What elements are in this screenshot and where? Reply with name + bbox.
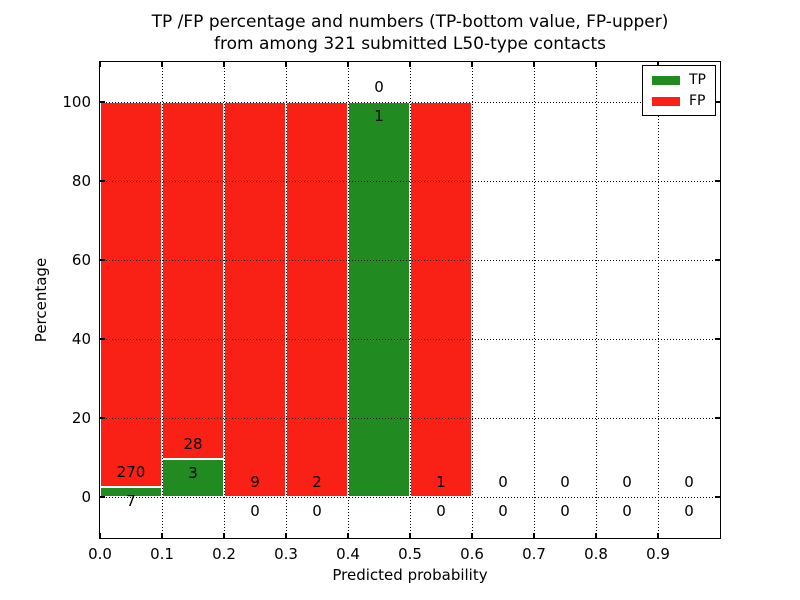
chart-title: TP /FP percentage and numbers (TP-bottom… — [152, 11, 669, 55]
legend: TP FP — [642, 65, 716, 116]
fp-count-label: 270 — [116, 463, 146, 482]
x-tick-mark — [99, 62, 101, 67]
tp-legend-swatch — [652, 75, 680, 85]
fp-legend-label: FP — [689, 93, 706, 109]
x-gridline — [285, 62, 287, 538]
x-gridline — [471, 62, 473, 538]
fp-legend-swatch — [652, 96, 680, 106]
y-tick-label: 80 — [71, 172, 91, 191]
x-tick-mark — [657, 62, 659, 67]
x-tick-mark — [533, 533, 535, 538]
x-tick-label: 0.1 — [150, 545, 174, 563]
x-tick-label: 0.6 — [460, 545, 484, 563]
fp-bar-segment — [224, 102, 286, 498]
y-tick-label: 60 — [71, 251, 91, 270]
x-tick-label: 0.3 — [274, 545, 298, 563]
fp-bar-segment — [162, 102, 224, 459]
x-tick-mark — [471, 62, 473, 67]
tp-bar-segment — [162, 458, 224, 498]
x-tick-mark — [223, 533, 225, 538]
chart-title-line1: TP /FP percentage and numbers (TP-bottom… — [151, 12, 669, 32]
fp-count-label: 2 — [312, 473, 322, 492]
tp-count-label: 3 — [188, 463, 198, 482]
y-tick-mark — [100, 417, 105, 419]
fp-count-label: 28 — [183, 434, 203, 453]
tp-legend-label: TP — [689, 72, 706, 88]
x-tick-label: 0.4 — [336, 545, 360, 563]
y-tick-label: 40 — [71, 330, 91, 349]
x-tick-mark — [285, 533, 287, 538]
fp-count-label: 0 — [684, 473, 694, 492]
y-tick-label: 0 — [81, 488, 91, 507]
fp-bar-segment — [410, 102, 472, 498]
x-tick-label: 0.8 — [584, 545, 608, 563]
x-tick-mark — [595, 62, 597, 67]
tp-count-label: 0 — [560, 502, 570, 521]
x-tick-mark — [595, 533, 597, 538]
x-tick-mark — [657, 533, 659, 538]
x-tick-mark — [471, 533, 473, 538]
legend-item-fp: FP — [652, 94, 706, 108]
fp-count-label: 1 — [436, 473, 446, 492]
y-tick-label: 100 — [62, 93, 91, 112]
x-gridline — [657, 62, 659, 538]
y-tick-mark — [715, 496, 720, 498]
x-tick-label: 0.5 — [398, 545, 422, 563]
fp-count-label: 0 — [498, 473, 508, 492]
y-tick-mark — [100, 496, 105, 498]
tp-count-label: 0 — [436, 502, 446, 521]
fp-count-label: 0 — [374, 78, 384, 97]
fp-bar-segment — [100, 102, 162, 488]
y-tick-mark — [715, 259, 720, 261]
plot-area: TP FP 0 20 40 60 80 100 0.0 0.1 0.2 0.3 0.4 0.5 0.6 0… — [62, 61, 721, 563]
x-tick-label: 0.7 — [522, 545, 546, 563]
tp-bar-segment — [348, 102, 410, 498]
x-tick-mark — [285, 62, 287, 67]
x-tick-mark — [409, 533, 411, 538]
x-axis-label: Predicted probability — [332, 566, 488, 584]
y-tick-mark — [100, 101, 105, 103]
x-gridline — [223, 62, 225, 538]
legend-item-tp: TP — [652, 73, 706, 87]
y-tick-mark — [100, 338, 105, 340]
fp-count-label: 9 — [250, 473, 260, 492]
y-tick-mark — [100, 259, 105, 261]
tp-count-label: 0 — [622, 502, 632, 521]
fp-count-label: 0 — [622, 473, 632, 492]
chart-title-line2: from among 321 submitted L50-type contac… — [214, 34, 606, 54]
x-gridline — [347, 62, 349, 538]
y-tick-mark — [715, 101, 720, 103]
x-gridline — [595, 62, 597, 538]
x-tick-mark — [409, 62, 411, 67]
x-tick-mark — [223, 62, 225, 67]
tp-count-label: 1 — [374, 107, 384, 126]
x-gridline — [533, 62, 535, 538]
x-tick-mark — [161, 62, 163, 67]
x-tick-mark — [347, 62, 349, 67]
x-tick-mark — [347, 533, 349, 538]
tp-count-label: 0 — [684, 502, 694, 521]
fp-bar-segment — [286, 102, 348, 498]
x-tick-label: 0.0 — [88, 545, 112, 563]
tp-count-label: 0 — [250, 502, 260, 521]
x-gridline — [161, 62, 163, 538]
y-tick-mark — [715, 417, 720, 419]
tp-count-label: 7 — [126, 492, 136, 511]
x-tick-label: 0.2 — [212, 545, 236, 563]
y-tick-mark — [715, 338, 720, 340]
y-tick-mark — [100, 180, 105, 182]
x-tick-mark — [99, 533, 101, 538]
x-tick-mark — [533, 62, 535, 67]
tp-count-label: 0 — [312, 502, 322, 521]
x-gridline — [409, 62, 411, 538]
y-tick-label: 20 — [71, 409, 91, 428]
y-axis-label: Percentage — [32, 257, 50, 343]
x-tick-mark — [161, 533, 163, 538]
fp-count-label: 0 — [560, 473, 570, 492]
tp-count-label: 0 — [498, 502, 508, 521]
x-tick-label: 0.9 — [646, 545, 670, 563]
y-tick-mark — [715, 180, 720, 182]
